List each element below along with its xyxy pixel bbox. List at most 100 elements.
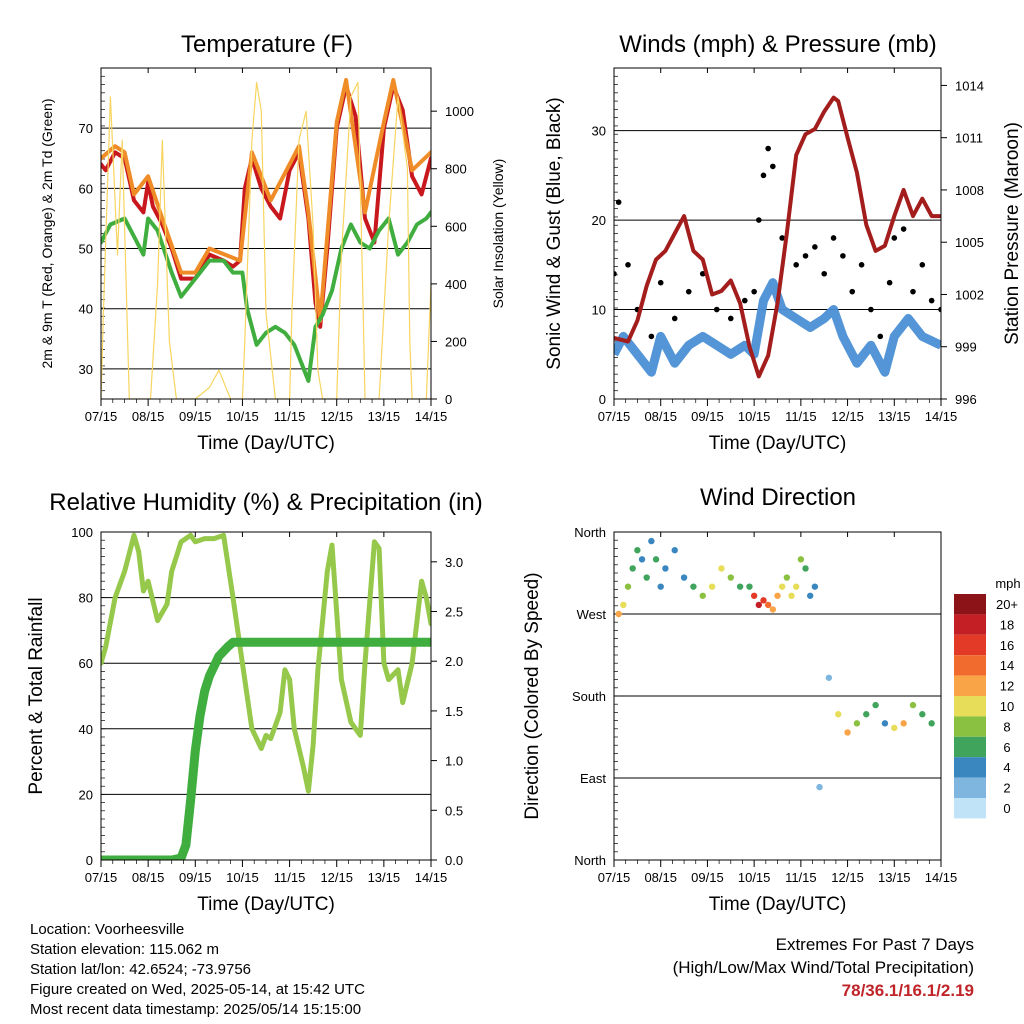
x-tick-label: 13/15 xyxy=(368,870,401,885)
gust-point xyxy=(928,297,935,304)
direction-point xyxy=(778,583,786,590)
y-right-tick-label: 400 xyxy=(445,277,467,292)
gust-point xyxy=(821,270,828,277)
y-tick-label: 100 xyxy=(71,525,93,540)
direction-point xyxy=(718,565,725,572)
legend-label: 20+ xyxy=(996,597,1018,612)
direction-point xyxy=(792,583,800,590)
direction-point xyxy=(690,583,697,590)
gust-point xyxy=(891,235,898,241)
y-tick-label: 70 xyxy=(79,121,93,136)
direction-point xyxy=(788,592,795,599)
y-right-tick-label: 1.5 xyxy=(445,704,463,719)
direction-point xyxy=(750,592,758,599)
elevation-text: Station elevation: 115.062 m xyxy=(30,941,220,958)
plot-frame xyxy=(613,67,942,400)
legend-swatch xyxy=(954,634,986,656)
gust-point xyxy=(657,279,664,286)
chart-title: Winds (mph) & Pressure (mb) xyxy=(619,31,936,58)
x-axis-label: Time (Day/UTC) xyxy=(197,433,335,454)
direction-point xyxy=(807,592,814,599)
direction-point xyxy=(769,606,777,613)
gust-point xyxy=(858,262,865,268)
x-tick-label: 07/15 xyxy=(598,870,631,885)
x-tick-label: 09/15 xyxy=(691,409,724,424)
direction-point xyxy=(825,674,833,681)
x-tick-label: 13/15 xyxy=(878,409,911,424)
speed-legend: mph 20+ 18 16 14 12 10 8 6 4 2 0 xyxy=(954,576,1021,819)
y-tick-label: 0 xyxy=(86,853,93,868)
gust-point xyxy=(793,262,799,268)
direction-point xyxy=(816,783,823,791)
direction-point xyxy=(891,724,898,732)
y-right-tick-label: 600 xyxy=(445,219,467,234)
legend-label: 14 xyxy=(1000,658,1014,673)
gust-point xyxy=(671,315,678,322)
station-info: Location: Voorheesville Station elevatio… xyxy=(30,920,365,1020)
direction-point xyxy=(708,583,716,590)
series-line xyxy=(101,532,431,794)
x-tick-label: 12/15 xyxy=(320,870,353,885)
extremes-box: Extremes For Past 7 Days (High/Low/Max W… xyxy=(673,933,974,1002)
y-right-tick-label: 2.0 xyxy=(445,654,463,669)
direction-point xyxy=(657,583,664,590)
y-axis-label: 2m & 9m T (Red, Orange) & 2m Td (Green) xyxy=(39,99,55,369)
gust-point xyxy=(615,199,622,205)
legend-swatch xyxy=(954,696,986,717)
chart-2: Winds (mph) & Pressure (mb) 0 10 20 30 996 999… xyxy=(544,31,1023,454)
direction-point xyxy=(671,547,678,554)
y-tick-label: 40 xyxy=(79,302,93,317)
legend-label: 8 xyxy=(1003,719,1010,734)
chart-1: Temperature (F) 30 40 50 60 70 0 200 400 600 800 10… xyxy=(39,31,506,454)
direction-point xyxy=(835,711,842,718)
direction-point xyxy=(863,711,870,718)
x-tick-label: 10/15 xyxy=(738,409,771,424)
chart-4: Wind Direction North East South West North 07/… xyxy=(522,484,1021,915)
y-tick-label: 10 xyxy=(592,303,606,318)
latlon-text: Station lat/lon: 42.6524; -73.9756 xyxy=(30,961,252,978)
y-axis-label: Sonic Wind & Gust (Blue, Black) xyxy=(544,97,565,369)
gust-point xyxy=(614,270,617,277)
direction-point xyxy=(746,583,753,590)
direction-point xyxy=(909,701,917,709)
legend-label: 4 xyxy=(1003,760,1010,775)
y-right-tick-label: 2.5 xyxy=(445,605,463,620)
gust-point xyxy=(713,306,720,313)
y-tick-label: North xyxy=(574,853,606,868)
gust-point xyxy=(868,306,874,313)
extremes-values: 78/36.1/16.1/2.19 xyxy=(841,981,974,1000)
y-right-tick-label: 1002 xyxy=(955,287,984,302)
x-axis-label: Time (Day/UTC) xyxy=(197,894,335,915)
x-tick-label: 12/15 xyxy=(320,409,353,424)
y-right-tick-label: 1014 xyxy=(955,78,984,93)
gust-point xyxy=(938,306,941,313)
y-tick-label: East xyxy=(580,771,606,786)
y-tick-label: West xyxy=(577,607,607,622)
x-tick-label: 07/15 xyxy=(85,409,118,424)
legend-label: 18 xyxy=(1000,617,1014,632)
plot-area xyxy=(101,78,431,399)
series-line xyxy=(614,95,941,379)
x-tick-label: 11/15 xyxy=(274,870,306,885)
created-text: Figure created on Wed, 2025-05-14, at 15… xyxy=(30,981,365,998)
y-tick-label: 50 xyxy=(79,242,93,257)
y-axis-label: Percent & Total Rainfall xyxy=(26,597,47,794)
y-axis-label: Direction (Colored By Speed) xyxy=(522,572,543,819)
direction-point xyxy=(764,601,772,609)
direction-point xyxy=(648,537,655,545)
direction-point xyxy=(900,720,907,727)
gust-point xyxy=(648,333,655,340)
y-right-tick-label: 1.0 xyxy=(445,754,463,769)
y-right-tick-label: 1000 xyxy=(445,104,474,119)
y-right-axis-label: Solar Insolation (Yellow) xyxy=(490,159,506,309)
extremes-title: Extremes For Past 7 Days xyxy=(775,935,974,954)
legend-swatch xyxy=(954,736,986,758)
legend-label: 2 xyxy=(1003,781,1010,796)
x-tick-label: 07/15 xyxy=(85,870,118,885)
series-line xyxy=(101,637,431,860)
chart-title: Wind Direction xyxy=(700,484,856,511)
legend-label: 6 xyxy=(1003,740,1010,755)
x-axis-label: Time (Day/UTC) xyxy=(709,894,847,915)
gust-point xyxy=(770,163,776,170)
